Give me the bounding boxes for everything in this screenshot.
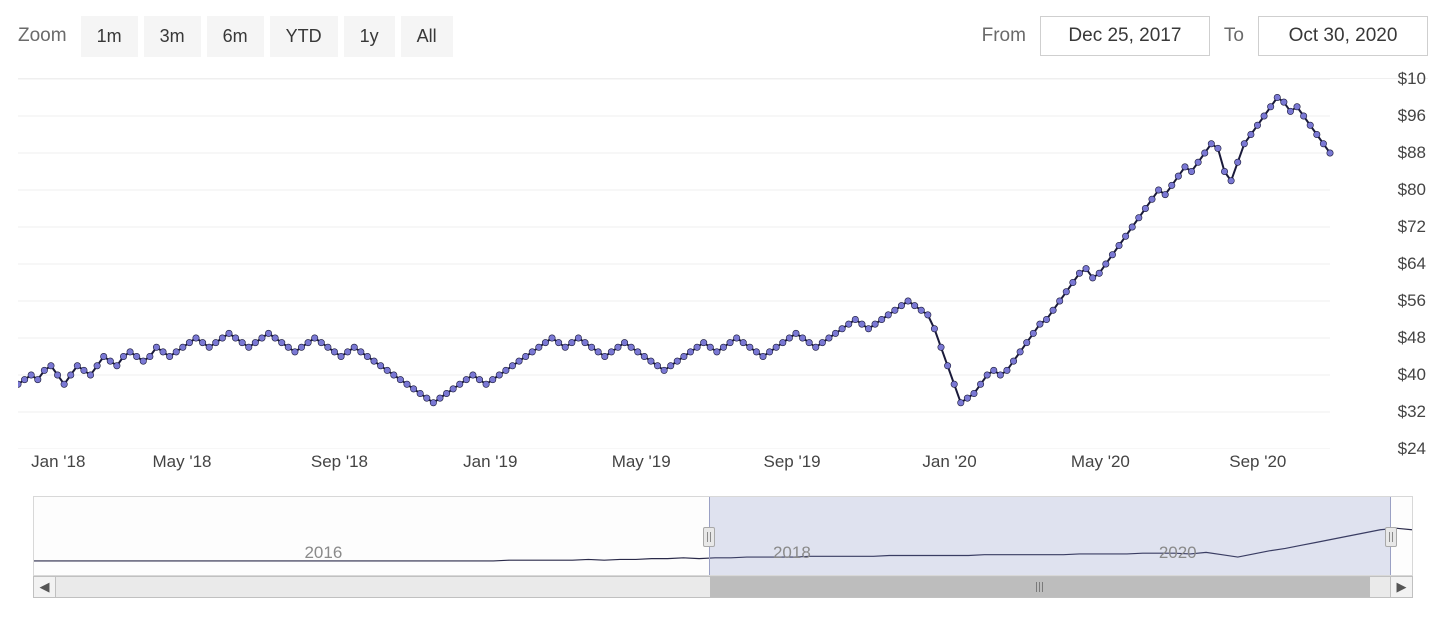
scroll-left-button[interactable]: ◀ <box>34 577 56 597</box>
chart-toolbar: Zoom 1m 3m 6m YTD 1y All From To <box>18 12 1428 60</box>
zoom-ytd-button[interactable]: YTD <box>270 16 338 57</box>
scroll-thumb[interactable] <box>710 577 1370 597</box>
y-tick-label: $64 <box>1398 254 1426 274</box>
y-tick-label: $56 <box>1398 291 1426 311</box>
x-tick-label: Sep '19 <box>764 452 821 472</box>
zoom-1y-button[interactable]: 1y <box>344 16 395 57</box>
x-tick-label: May '18 <box>153 452 212 472</box>
y-tick-label: $48 <box>1398 328 1426 348</box>
navigator-year-label: 2020 <box>1159 543 1197 563</box>
y-tick-label: $88 <box>1398 143 1426 163</box>
x-tick-label: Jan '18 <box>31 452 85 472</box>
scrollbar[interactable]: ◀ ▶ <box>33 576 1413 598</box>
navigator-year-label: 2016 <box>304 543 342 563</box>
y-tick-label: $24 <box>1398 439 1426 459</box>
zoom-6m-button[interactable]: 6m <box>207 16 264 57</box>
y-axis: $24$32$40$48$56$64$72$80$88$96$10 <box>1380 79 1428 448</box>
zoom-group: Zoom 1m 3m 6m YTD 1y All <box>18 16 459 57</box>
x-tick-label: Sep '18 <box>311 452 368 472</box>
chart-plot <box>18 79 1378 449</box>
triangle-right-icon: ▶ <box>1397 579 1407 595</box>
navigator-selection[interactable] <box>709 497 1391 575</box>
x-tick-label: Jan '19 <box>463 452 517 472</box>
y-tick-label: $96 <box>1398 106 1426 126</box>
y-tick-label: $80 <box>1398 180 1426 200</box>
scroll-right-button[interactable]: ▶ <box>1390 577 1412 597</box>
navigator-handle-left[interactable] <box>703 527 715 547</box>
x-tick-label: Sep '20 <box>1229 452 1286 472</box>
x-tick-label: May '19 <box>612 452 671 472</box>
zoom-label: Zoom <box>18 25 67 47</box>
navigator-handle-right[interactable] <box>1385 527 1397 547</box>
y-tick-label: $72 <box>1398 217 1426 237</box>
zoom-1m-button[interactable]: 1m <box>81 16 138 57</box>
x-tick-label: Jan '20 <box>922 452 976 472</box>
from-date-input[interactable] <box>1040 16 1210 56</box>
navigator-year-label: 2018 <box>773 543 811 563</box>
main-chart[interactable]: $24$32$40$48$56$64$72$80$88$96$10 <box>18 78 1428 448</box>
to-date-input[interactable] <box>1258 16 1428 56</box>
from-label: From <box>982 25 1026 47</box>
zoom-all-button[interactable]: All <box>401 16 453 57</box>
y-tick-label: $40 <box>1398 365 1426 385</box>
x-tick-label: May '20 <box>1071 452 1130 472</box>
y-tick-label: $10 <box>1398 69 1426 89</box>
y-tick-label: $32 <box>1398 402 1426 422</box>
to-label: To <box>1224 25 1244 47</box>
date-range-group: From To <box>982 16 1428 56</box>
scroll-track[interactable] <box>56 577 1390 597</box>
x-axis: Jan '18 May '18 Sep '18 Jan '19 May '19 Sep '… <box>18 448 1380 484</box>
zoom-3m-button[interactable]: 3m <box>144 16 201 57</box>
navigator[interactable]: 2016 2018 2020 <box>33 496 1413 576</box>
triangle-left-icon: ◀ <box>40 579 50 595</box>
